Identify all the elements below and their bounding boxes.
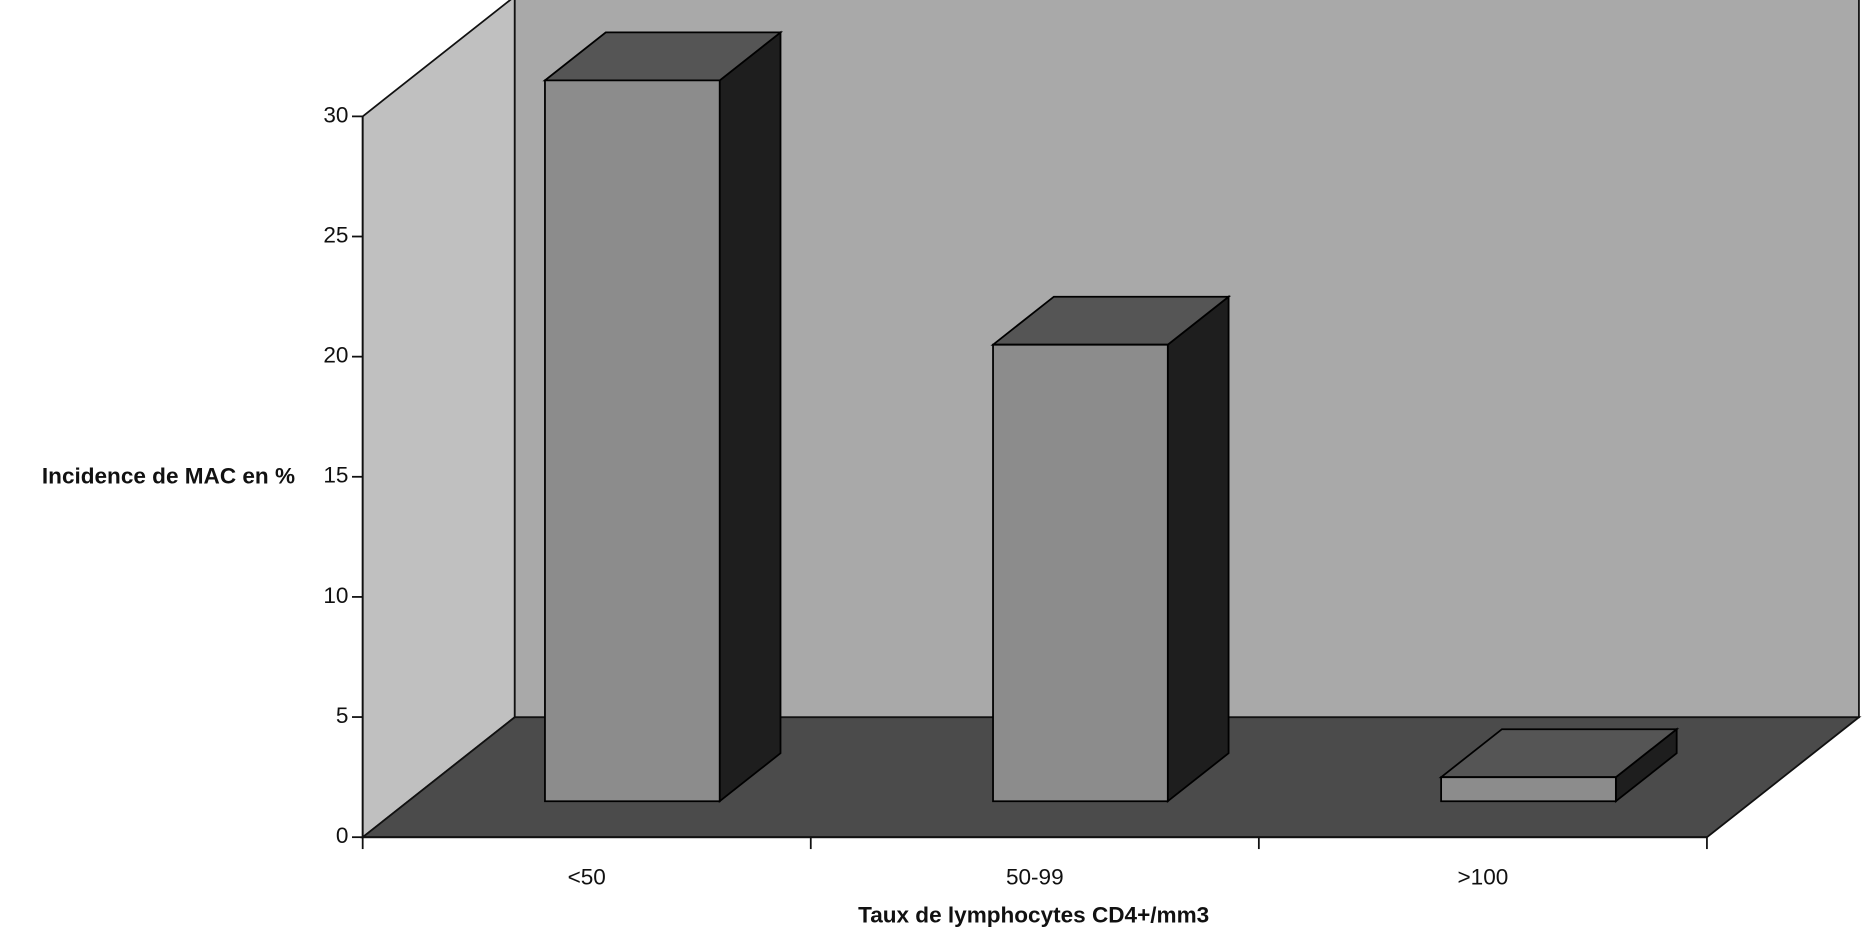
- bar: [1440, 776, 1617, 803]
- bar: [992, 343, 1169, 803]
- y-tick-label: 15: [323, 463, 348, 488]
- side-wall: [361, 0, 516, 840]
- y-tick-label: 10: [323, 583, 348, 608]
- x-tick-label: >100: [1457, 865, 1508, 890]
- x-axis-title: Taux de lymphocytes CD4+/mm3: [858, 903, 1209, 928]
- y-tick-label: 5: [336, 703, 349, 728]
- y-tick-label: 25: [323, 222, 348, 247]
- x-tick-label: 50-99: [1006, 865, 1064, 890]
- bar: [544, 79, 721, 803]
- bar-side: [718, 30, 782, 804]
- y-tick-label: 30: [323, 102, 348, 127]
- x-tick-label: <50: [568, 865, 606, 890]
- y-tick-label: 0: [336, 823, 349, 848]
- bar-side: [1166, 294, 1230, 804]
- y-axis-title: Incidence de MAC en %: [42, 463, 295, 488]
- y-tick-label: 20: [323, 343, 348, 368]
